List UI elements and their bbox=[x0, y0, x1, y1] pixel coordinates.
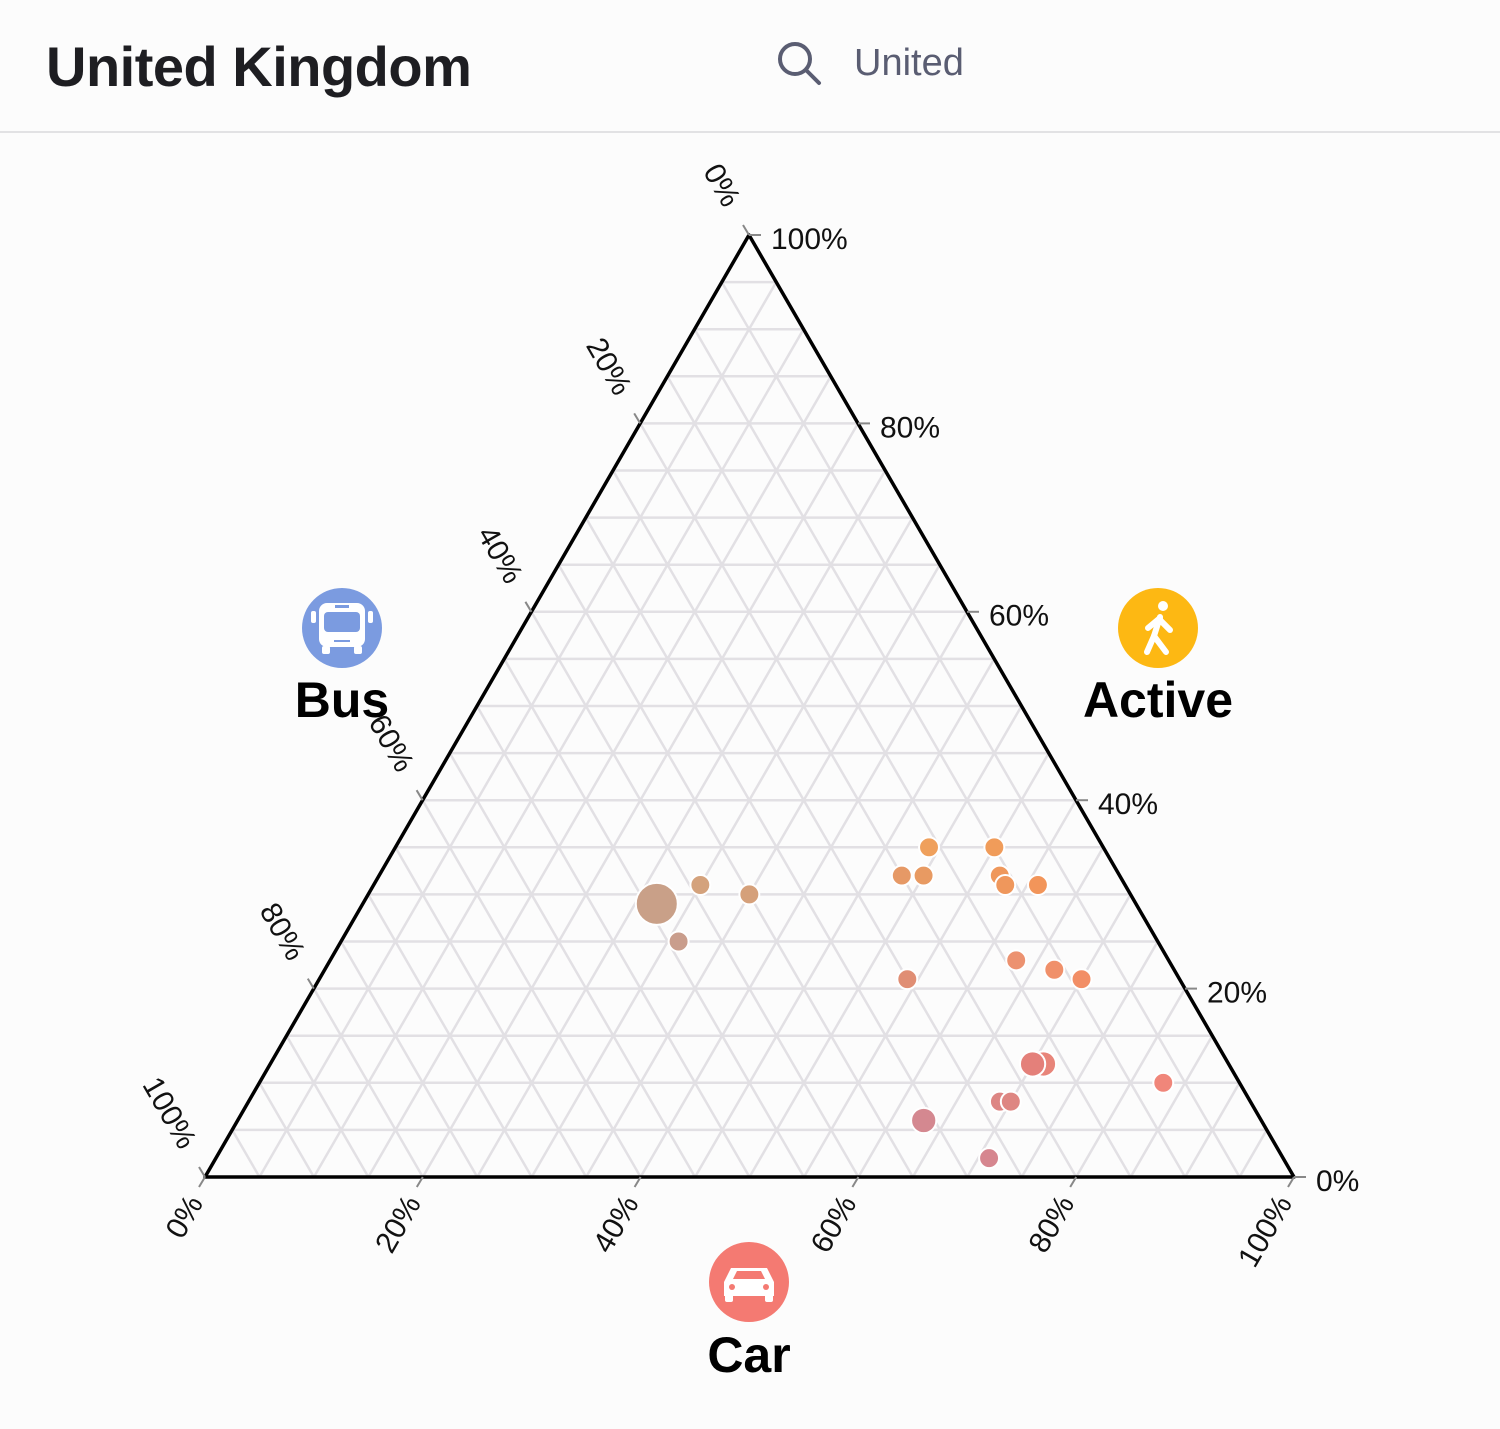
bus-label: Bus bbox=[295, 672, 389, 728]
data-point bbox=[978, 1147, 1001, 1170]
gridline-car bbox=[748, 705, 1023, 1178]
data-point bbox=[890, 864, 913, 887]
tick-label-car: 80% bbox=[1023, 1190, 1082, 1259]
tick-mark-car bbox=[851, 1176, 860, 1188]
data-point bbox=[918, 836, 940, 859]
tick-label-bus: 40% bbox=[470, 521, 529, 590]
gridline-car bbox=[1020, 940, 1159, 1178]
gridline-car bbox=[693, 658, 996, 1178]
tick-label-active: 60% bbox=[989, 600, 1049, 633]
data-point bbox=[912, 864, 935, 887]
data-point bbox=[738, 883, 761, 906]
gridline-car bbox=[966, 893, 1132, 1178]
gridline-bus bbox=[258, 1082, 315, 1178]
data-point bbox=[634, 881, 679, 926]
gridline-bus bbox=[557, 564, 914, 1178]
active-corner: Active bbox=[1083, 588, 1233, 728]
triangle-frame bbox=[203, 233, 1296, 1179]
tick-label-active: 100% bbox=[771, 223, 848, 256]
gridline-bus bbox=[312, 987, 424, 1178]
gridline-bus bbox=[394, 846, 588, 1178]
tick-label-bus: 20% bbox=[579, 332, 638, 401]
data-point bbox=[1043, 958, 1066, 981]
tick-mark-bus bbox=[198, 1166, 206, 1178]
header: United Kingdom bbox=[0, 0, 1500, 133]
gridline-car bbox=[585, 564, 941, 1178]
tick-label-car: 0% bbox=[160, 1190, 210, 1244]
gridline-car bbox=[476, 469, 887, 1178]
gridline-car bbox=[258, 281, 778, 1178]
tick-mark-bus bbox=[633, 412, 642, 424]
gridline-car bbox=[911, 846, 1105, 1178]
tick-label-bus: 0% bbox=[696, 158, 746, 212]
data-point bbox=[667, 930, 690, 953]
data-point bbox=[1152, 1071, 1175, 1094]
data-point bbox=[910, 1106, 938, 1135]
grid bbox=[231, 280, 1268, 1178]
gridline-bus bbox=[611, 469, 1023, 1178]
gridline-car bbox=[857, 799, 1078, 1178]
data-point bbox=[994, 874, 1017, 896]
tick-label-bus: 100% bbox=[136, 1072, 203, 1155]
data-point bbox=[1018, 1050, 1047, 1078]
gridline-bus bbox=[475, 705, 751, 1178]
gridline-bus bbox=[285, 1035, 370, 1178]
tick-mark-car bbox=[1069, 1176, 1078, 1188]
tick-mark-bus bbox=[415, 789, 424, 801]
data-point bbox=[999, 1090, 1022, 1113]
page-title: United Kingdom bbox=[46, 35, 472, 98]
search-input[interactable] bbox=[854, 41, 1154, 85]
search-box[interactable] bbox=[776, 40, 1154, 86]
gridline-car bbox=[1075, 987, 1187, 1178]
points bbox=[634, 836, 1175, 1170]
gridline-bus bbox=[720, 281, 1241, 1178]
tick-mark-bus bbox=[524, 601, 533, 613]
gridline-car bbox=[1129, 1035, 1214, 1178]
tick-mark-bus bbox=[306, 978, 315, 990]
tick-mark-car bbox=[1287, 1176, 1295, 1188]
tick-label-bus: 80% bbox=[253, 898, 312, 967]
data-point bbox=[896, 968, 919, 991]
data-point bbox=[1070, 968, 1093, 991]
tick-label-car: 40% bbox=[587, 1190, 646, 1259]
gridline-bus bbox=[666, 375, 1132, 1178]
gridline-bus bbox=[367, 893, 533, 1178]
tick-label-active: 20% bbox=[1207, 977, 1267, 1010]
gridline-car bbox=[802, 752, 1050, 1178]
gridline-car bbox=[1184, 1082, 1241, 1178]
bus-corner: Bus bbox=[295, 588, 389, 728]
tick-label-car: 20% bbox=[369, 1190, 428, 1259]
tick-mark-car bbox=[633, 1176, 642, 1188]
car-corner: Car bbox=[707, 1242, 791, 1383]
gridline-car bbox=[1238, 1129, 1268, 1178]
data-point bbox=[1026, 874, 1049, 896]
gridline-bus bbox=[448, 752, 697, 1178]
tick-label-active: 40% bbox=[1098, 788, 1158, 821]
tick-mark-bus bbox=[742, 224, 750, 236]
data-point bbox=[689, 874, 712, 896]
data-point bbox=[1005, 949, 1028, 972]
tick-label-car: 60% bbox=[805, 1190, 864, 1259]
search-icon[interactable] bbox=[776, 40, 822, 86]
gridline-car bbox=[367, 375, 832, 1178]
tick-label-active: 0% bbox=[1316, 1165, 1359, 1198]
data-point bbox=[983, 836, 1006, 859]
gridline-bus bbox=[421, 799, 642, 1178]
gridline-bus bbox=[339, 940, 479, 1178]
active-label: Active bbox=[1083, 672, 1233, 728]
tick-mark-car bbox=[198, 1176, 206, 1188]
car-label: Car bbox=[707, 1327, 790, 1383]
tick-label-car: 100% bbox=[1232, 1190, 1299, 1273]
tick-mark-car bbox=[415, 1176, 424, 1188]
tick-label-active: 80% bbox=[880, 411, 940, 444]
gridline-bus bbox=[231, 1129, 261, 1178]
